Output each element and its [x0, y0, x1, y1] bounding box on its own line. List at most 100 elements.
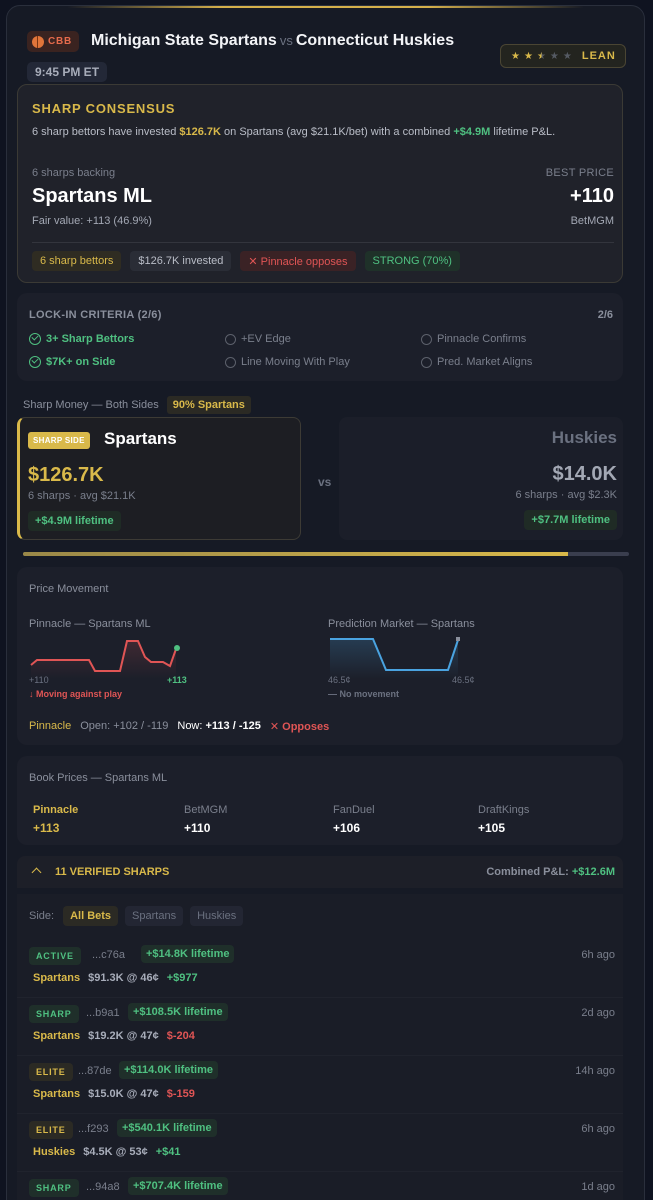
lockin-criteria-card: LOCK-IN CRITERIA (2/6) 2/6 3+ Sharp Bett…: [17, 293, 623, 381]
side-filter-label: Side:: [29, 910, 55, 922]
bet-amount: $4.5K @ 53¢: [83, 1146, 148, 1158]
sharp-row[interactable]: ACTIVE ...c76a +$14.8K lifetime 6h ago S…: [17, 940, 623, 997]
sharp-row[interactable]: ELITE ...87de +$114.0K lifetime 14h ago …: [17, 1055, 623, 1112]
filter-all-bets[interactable]: All Bets: [63, 906, 119, 926]
prediction-open-value: 46.5¢: [328, 675, 351, 685]
sharp-side-team: Spartans: [104, 429, 177, 448]
bet-team: Huskies: [33, 1146, 76, 1158]
divider: [32, 242, 614, 243]
book-draftkings[interactable]: DraftKings +105: [478, 804, 529, 835]
basketball-icon: [32, 35, 44, 48]
summary-text: 6 sharp bettors have invested: [32, 126, 180, 138]
bet-pnl: +$977: [166, 972, 198, 984]
criterion-unmet: Line Moving With Play: [225, 356, 350, 368]
now-value: +113 / -125: [205, 720, 261, 732]
now-label: Now:: [177, 720, 203, 732]
prediction-trend-note: — No movement: [328, 689, 400, 699]
summary-amount: $126.7K: [179, 126, 221, 138]
time-ago: 1d ago: [581, 1181, 615, 1193]
combined-pnl-label: Combined P&L:: [486, 866, 569, 878]
star-empty-icon: ★: [549, 50, 559, 62]
verified-sharps-toggle[interactable]: 11 VERIFIED SHARPS Combined P&L: +$12.6M: [17, 856, 623, 888]
check-circle-icon: [29, 356, 41, 368]
game-header: CBB Michigan State Spartans vs Connecticut…: [27, 26, 632, 86]
verified-sharps-list: Side: All Bets Spartans Huskies ACTIVE .…: [17, 894, 623, 1200]
pinnacle-now-value: +113: [167, 675, 187, 685]
empty-circle-icon: [421, 356, 432, 368]
wallet-address: ...b9a1: [86, 1007, 120, 1019]
bet-amount: $91.3K @ 46¢: [88, 972, 159, 984]
vs-label: vs: [279, 33, 293, 48]
criterion-label: 3+ Sharp Bettors: [46, 333, 135, 345]
bet-amount: $15.0K @ 47¢: [88, 1088, 159, 1100]
lockin-title: LOCK-IN CRITERIA (2/6): [29, 309, 162, 321]
tier-badge: ELITE: [29, 1121, 73, 1139]
prediction-chart-label: Prediction Market — Spartans: [328, 618, 475, 630]
sharp-money-header: Sharp Money — Both Sides 90% Spartans: [23, 396, 251, 414]
sport-label: CBB: [48, 36, 73, 47]
sharp-money-title: Sharp Money — Both Sides: [23, 399, 159, 411]
sharp-money-pct: 90% Spartans: [166, 396, 251, 414]
summary-text: on Spartans (avg $21.1K/bet) with a comb…: [220, 126, 454, 138]
book-prices-card: Book Prices — Spartans ML Pinnacle +113 …: [17, 756, 623, 845]
criterion-met: $7K+ on Side: [29, 356, 115, 368]
rating-label: LEAN: [581, 50, 616, 62]
bet-pnl: $-204: [166, 1030, 195, 1042]
sport-badge: CBB: [27, 31, 80, 52]
bet-team: Spartans: [33, 1088, 81, 1100]
invested-chip: $126.7K invested: [130, 251, 232, 271]
wallet-address: ...f293: [78, 1123, 109, 1135]
sharp-row[interactable]: SHARP ...94a8 +$707.4K lifetime 1d ago: [17, 1171, 623, 1200]
sharp-side-badge: SHARP SIDE: [28, 432, 90, 449]
bet-pnl: +$41: [155, 1146, 181, 1158]
lifetime-pnl: +$14.8K lifetime: [141, 945, 235, 963]
filter-huskies[interactable]: Huskies: [190, 906, 244, 926]
best-price-book: BetMGM: [570, 215, 614, 227]
sharp-side-card: SHARP SIDE Spartans $126.7K 6 sharps · a…: [17, 417, 301, 540]
rating-badge: ★ ★ ★ ★ ★ LEAN: [500, 44, 626, 68]
best-price-label: BEST PRICE: [545, 167, 614, 179]
time-ago: 6h ago: [581, 1123, 615, 1135]
book-name: FanDuel: [333, 804, 375, 816]
tier-badge: ELITE: [29, 1063, 73, 1081]
sharp-side-lifetime: +$4.9M lifetime: [28, 511, 121, 531]
book-price: +113: [33, 821, 60, 835]
tier-badge: SHARP: [29, 1179, 79, 1197]
bet-details: Spartans $91.3K @ 46¢ +$977: [33, 972, 198, 984]
price-movement-title: Price Movement: [29, 583, 109, 595]
star-empty-icon: ★: [562, 50, 572, 62]
filter-spartans[interactable]: Spartans: [125, 906, 184, 926]
book-fanduel[interactable]: FanDuel +106: [333, 804, 375, 835]
criterion-unmet: Pred. Market Aligns: [421, 356, 532, 368]
other-side-amount: $14.0K: [552, 463, 618, 485]
criterion-met: 3+ Sharp Bettors: [29, 333, 134, 345]
star-half-icon: ★: [536, 50, 546, 62]
pinnacle-label: Pinnacle: [29, 720, 72, 732]
book-betmgm[interactable]: BetMGM +110: [184, 804, 227, 835]
chevron-up-icon: [31, 867, 42, 878]
consensus-title: SHARP CONSENSUS: [32, 101, 176, 116]
consensus-chips: 6 sharp bettors $126.7K invested ✕ Pinna…: [32, 251, 460, 271]
sharp-row[interactable]: ELITE ...f293 +$540.1K lifetime 6h ago H…: [17, 1113, 623, 1170]
wallet-address: ...87de: [78, 1065, 112, 1077]
summary-pnl: +$4.9M: [453, 126, 491, 138]
pinnacle-open: Open: +102 / -119: [80, 720, 169, 732]
consensus-summary: 6 sharp bettors have invested $126.7K on…: [32, 124, 608, 140]
home-team: Michigan State Spartans: [91, 32, 277, 49]
criterion-label: Line Moving With Play: [241, 356, 350, 368]
fair-value: Fair value: +113 (46.9%): [32, 215, 152, 227]
combined-pnl-value: +$12.6M: [571, 866, 615, 878]
lifetime-pnl: +$114.0K lifetime: [119, 1061, 218, 1079]
empty-circle-icon: [421, 333, 432, 345]
star-icon: ★: [523, 50, 533, 62]
prediction-now-value: 46.5¢: [452, 675, 475, 685]
book-price: +105: [478, 821, 506, 835]
bet-amount: $19.2K @ 47¢: [88, 1030, 159, 1042]
book-pinnacle[interactable]: Pinnacle +113: [33, 804, 78, 835]
prediction-sparkline: [330, 637, 460, 679]
sharp-row[interactable]: SHARP ...b9a1 +$108.5K lifetime 2d ago S…: [17, 997, 623, 1054]
vs-label: vs: [318, 475, 332, 489]
pinnacle-chip: ✕ Pinnacle opposes: [240, 251, 356, 271]
pinnacle-now: Now: +113 / -125: [177, 720, 260, 733]
empty-circle-icon: [225, 333, 236, 345]
